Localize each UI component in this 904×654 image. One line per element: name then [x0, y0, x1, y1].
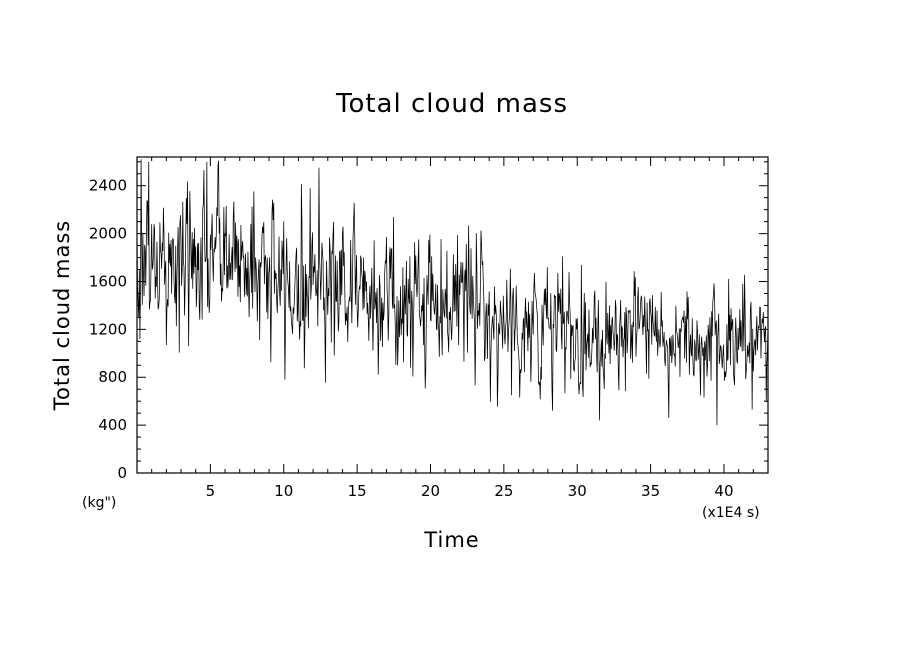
x-axis-label: Time — [423, 528, 479, 552]
x-tick-label: 15 — [348, 482, 367, 500]
x-axis: 5 10 15 20 25 30 35 40 — [151, 157, 754, 500]
x-tick-label: 30 — [568, 482, 587, 500]
x-tick-label: 10 — [274, 482, 293, 500]
x-tick-label: 35 — [641, 482, 660, 500]
y-tick-label: 0 — [117, 464, 127, 482]
x-tick-label: 5 — [206, 482, 216, 500]
y-tick-label: 400 — [98, 416, 127, 434]
x-tick-label: 40 — [714, 482, 733, 500]
x-tick-label: 25 — [494, 482, 513, 500]
series-line — [136, 159, 769, 426]
chart-title: Total cloud mass — [335, 89, 568, 119]
y-axis-label: Total cloud mass — [50, 220, 74, 411]
y-tick-label: 1600 — [89, 272, 127, 290]
y-unit-label: (kg") — [82, 495, 116, 511]
y-tick-label: 2000 — [89, 225, 127, 243]
x-tick-label: 20 — [421, 482, 440, 500]
y-axis: 0 400 800 1200 1600 2000 2400 — [89, 161, 768, 482]
y-tick-label: 1200 — [89, 320, 127, 338]
y-tick-label: 2400 — [89, 177, 127, 195]
x-unit-label: (x1E4 s) — [702, 505, 760, 521]
plot-frame — [136, 156, 769, 474]
y-tick-label: 800 — [98, 368, 127, 386]
